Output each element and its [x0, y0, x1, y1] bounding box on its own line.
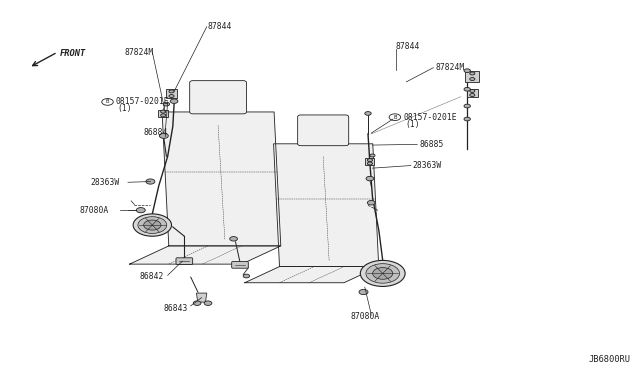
Text: (1): (1): [405, 120, 420, 129]
FancyBboxPatch shape: [166, 89, 177, 98]
Circle shape: [470, 93, 475, 96]
Text: 86843: 86843: [163, 304, 188, 313]
Circle shape: [464, 117, 470, 121]
Text: 86884: 86884: [144, 128, 168, 137]
Text: FRONT: FRONT: [60, 49, 86, 58]
FancyBboxPatch shape: [232, 262, 248, 268]
FancyBboxPatch shape: [465, 71, 479, 82]
Circle shape: [230, 237, 237, 241]
FancyBboxPatch shape: [467, 89, 478, 97]
Text: JB6800RU: JB6800RU: [588, 355, 630, 364]
Circle shape: [144, 220, 161, 230]
Circle shape: [159, 133, 168, 138]
Circle shape: [138, 217, 166, 234]
Circle shape: [136, 208, 145, 213]
FancyBboxPatch shape: [176, 258, 193, 264]
Circle shape: [169, 94, 174, 97]
Circle shape: [169, 90, 174, 93]
Circle shape: [170, 99, 178, 103]
Circle shape: [464, 104, 470, 108]
FancyBboxPatch shape: [365, 158, 374, 165]
Circle shape: [470, 89, 475, 92]
Circle shape: [243, 274, 250, 278]
Circle shape: [161, 110, 166, 113]
Circle shape: [359, 289, 368, 295]
Text: 87824M: 87824M: [125, 48, 154, 57]
FancyBboxPatch shape: [298, 115, 349, 146]
Circle shape: [133, 214, 172, 236]
Polygon shape: [129, 246, 281, 264]
Circle shape: [360, 260, 405, 286]
Circle shape: [163, 102, 170, 106]
Text: 87844: 87844: [396, 42, 420, 51]
Circle shape: [470, 78, 475, 80]
Text: 87080A: 87080A: [80, 206, 109, 215]
Circle shape: [367, 162, 372, 165]
Circle shape: [365, 112, 371, 115]
Circle shape: [367, 159, 372, 162]
Text: 86842: 86842: [140, 272, 164, 280]
Text: 87080A: 87080A: [351, 312, 380, 321]
Circle shape: [464, 87, 470, 91]
Polygon shape: [245, 267, 379, 283]
Circle shape: [366, 264, 399, 283]
Text: B: B: [106, 99, 109, 105]
Text: 08157-0201E: 08157-0201E: [115, 97, 169, 106]
Circle shape: [372, 267, 393, 279]
Text: 86885: 86885: [419, 140, 444, 149]
Text: 28363W: 28363W: [413, 161, 442, 170]
Circle shape: [367, 201, 375, 205]
Circle shape: [161, 114, 166, 117]
Circle shape: [464, 69, 470, 73]
Polygon shape: [273, 144, 379, 267]
FancyBboxPatch shape: [189, 81, 246, 114]
Circle shape: [146, 179, 155, 184]
Circle shape: [470, 72, 475, 75]
Circle shape: [366, 176, 374, 181]
Polygon shape: [162, 112, 281, 246]
Circle shape: [204, 301, 212, 305]
Text: 28363W: 28363W: [91, 178, 120, 187]
FancyBboxPatch shape: [158, 110, 168, 117]
Polygon shape: [196, 293, 207, 302]
Text: B: B: [393, 115, 397, 120]
Circle shape: [370, 154, 375, 157]
Text: 08157-0201E: 08157-0201E: [403, 113, 457, 122]
Text: (1): (1): [117, 105, 132, 113]
Text: 87824M: 87824M: [435, 63, 465, 72]
Text: 87844: 87844: [208, 22, 232, 31]
Circle shape: [193, 301, 201, 305]
